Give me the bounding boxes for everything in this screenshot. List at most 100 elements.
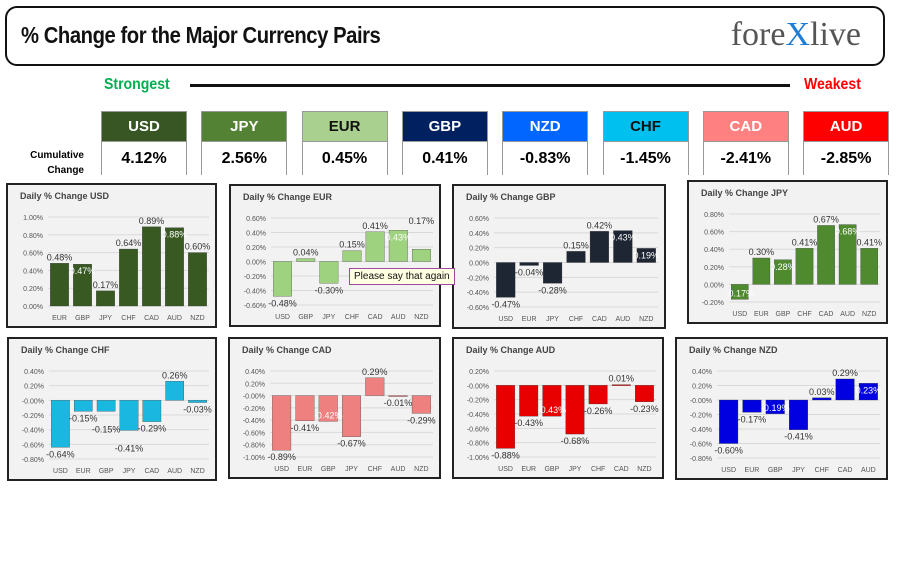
data-label: 0.26% [162,370,188,380]
chart-svg: -0.60% -0.40% -0.20% 0.00% 0.20% 0.40% 0.60% US… [467,216,659,323]
x-tick-label: JPY [792,467,805,474]
cumulative-label-line2: Change [47,165,84,176]
bar-gbp [765,399,785,414]
bar-usd [496,385,515,449]
x-tick-label: CHF [591,466,605,473]
cumulative-value: 0.45% [302,141,387,176]
bar-cad [142,400,162,422]
x-tick-label: GBP [776,311,791,318]
y-tick-label: -0.80% [690,456,712,463]
data-label: 0.41% [362,221,388,231]
x-tick-label: JPY [546,316,559,323]
bar-nzd [636,248,656,263]
bar-jpy [319,261,339,284]
x-tick-label: CAD [144,315,159,322]
y-tick-label: 0.40% [692,369,712,376]
x-tick-label: GBP [99,468,114,475]
x-tick-label: NZD [190,315,204,322]
chart-gbp: Daily % Change GBP -0.60% -0.40% -0.20% 0.00… [452,184,666,329]
cumulative-value: -2.41% [703,141,788,176]
currency-name: JPY [202,112,287,141]
x-tick-label: CAD [144,468,159,475]
y-tick-label: -1.00% [467,455,489,462]
data-label: 0.42% [587,220,613,230]
x-tick-label: NZD [862,311,876,318]
bar-cad [835,378,855,401]
data-label: 0.03% [809,387,835,397]
data-label: -0.41% [115,443,144,453]
x-tick-label: USD [721,467,736,474]
bar-aud [165,381,185,401]
data-label: 0.23% [856,385,882,395]
x-tick-label: JPY [569,466,582,473]
x-tick-label: USD [498,316,513,323]
data-label: -0.28% [538,285,567,295]
y-tick-label: -0.20% [467,275,489,282]
bar-chf [588,385,608,405]
chart-title: Daily % Change EUR [243,192,333,202]
y-tick-label: 0.80% [704,212,724,219]
chart-eur: Daily % Change EUR -0.60% -0.40% -0.20% 0.00… [229,184,441,327]
x-tick-label: CAD [368,314,383,321]
y-tick-label: -0.60% [244,303,266,310]
bar-cad [365,231,385,262]
y-tick-label: -0.20% [702,300,724,307]
data-label: 0.64% [116,238,142,248]
y-tick-label: 0.20% [469,369,489,376]
y-tick-label: 0.20% [704,265,724,272]
bar-usd [273,261,292,297]
y-tick-label: 0.20% [245,381,265,388]
x-tick-label: EUR [298,466,313,473]
cumulative-change-label: Cumulative Change [18,148,84,178]
bar-eur [50,263,69,307]
currency-name: CAD [703,112,788,141]
chart-title: Daily % Change CHF [21,345,110,355]
y-tick-label: -0.20% [22,413,44,420]
currency-box-eur: EUR 0.45% [301,111,388,176]
data-label: -0.29% [407,415,436,425]
y-tick-label: -0.20% [244,274,266,281]
data-label: 0.88% [162,230,188,240]
cumulative-label-line1: Cumulative [30,150,84,161]
chart-title: Daily % Change USD [20,191,110,201]
bar-chf [342,250,362,262]
bar-usd [731,284,749,300]
chart-jpy: Daily % Change JPY -0.20% 0.00% 0.20% 0.40% 0… [687,180,888,324]
y-tick-label: 0.00% [469,261,489,268]
y-tick-label: 0.60% [23,251,43,258]
data-label: -0.23% [630,404,659,414]
cumulative-value: -1.45% [603,141,688,176]
x-tick-label: AUD [391,466,406,473]
y-tick-label: -0.40% [467,290,489,297]
bar-nzd [411,395,431,414]
chart-nzd: Daily % Change NZD -0.80% -0.60% -0.40% -0.2… [675,337,888,480]
data-label: -0.64% [46,449,75,459]
y-tick-label: 0.60% [246,216,266,223]
y-tick-label: -0.00% [243,394,265,401]
y-tick-label: 0.40% [469,231,489,238]
y-tick-label: 0.20% [692,384,712,391]
data-label: -0.88% [491,450,520,460]
bar-aud [838,224,857,285]
data-label: -0.48% [268,298,297,308]
y-tick-label: -0.40% [244,289,266,296]
weakest-label: Weakest [804,76,861,93]
data-label: 0.43% [610,233,636,243]
chart-svg: -0.80%-0.60%-0.40%-0.20%-0.00%0.20%0.40%… [690,368,882,474]
y-tick-label: -0.20% [243,406,265,413]
data-label: 0.89% [139,216,165,226]
data-label: -0.04% [515,267,544,277]
currency-name: NZD [503,112,588,141]
data-label: 0.43% [386,232,412,242]
bar-gbp [96,400,116,412]
bar-chf [365,377,385,396]
x-tick-label: CAD [838,467,853,474]
y-tick-label: -0.60% [22,442,44,449]
currency-box-nzd: NZD -0.83% [502,111,589,176]
ranking-divider [190,84,790,87]
bar-usd [272,395,292,451]
data-label: -0.60% [714,446,743,456]
x-tick-label: NZD [637,466,651,473]
data-label: 0.68% [835,227,861,237]
currency-box-chf: CHF -1.45% [602,111,689,176]
